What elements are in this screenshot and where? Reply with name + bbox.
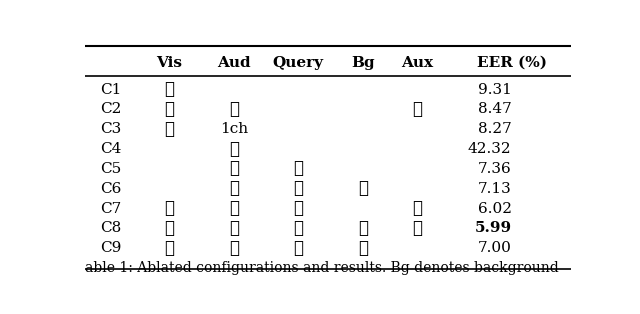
Text: C3: C3 [100,122,121,136]
Text: ✓: ✓ [228,141,239,158]
Text: 7.00: 7.00 [477,241,511,255]
Text: C6: C6 [100,182,121,196]
Text: ✓: ✓ [358,180,368,197]
Text: ✓: ✓ [412,200,422,217]
Text: ✓: ✓ [293,160,303,177]
Text: C5: C5 [100,162,121,176]
Text: ✓: ✓ [164,220,174,237]
Text: ✓: ✓ [164,81,174,98]
Text: ✓: ✓ [358,220,368,237]
Text: C7: C7 [100,202,121,216]
Text: ✓: ✓ [293,200,303,217]
Text: ✓: ✓ [228,101,239,118]
Text: Query: Query [273,56,324,70]
Text: C8: C8 [100,221,121,236]
Text: ✓: ✓ [293,220,303,237]
Text: Vis: Vis [156,56,182,70]
Text: 9.31: 9.31 [477,83,511,97]
Text: 8.47: 8.47 [478,102,511,116]
Text: Bg: Bg [351,56,374,70]
Text: 6.02: 6.02 [477,202,511,216]
Text: ✓: ✓ [164,240,174,257]
Text: 1ch: 1ch [220,122,248,136]
Text: Aux: Aux [401,56,433,70]
Text: ✓: ✓ [164,121,174,138]
Text: ✓: ✓ [228,160,239,177]
Text: ✓: ✓ [164,200,174,217]
Text: able 1: Ablated configurations and results. Bg denotes background: able 1: Ablated configurations and resul… [85,261,559,275]
Text: ✓: ✓ [412,220,422,237]
Text: EER (%): EER (%) [477,56,547,70]
Text: ✓: ✓ [228,180,239,197]
Text: Aud: Aud [217,56,251,70]
Text: ✓: ✓ [412,101,422,118]
Text: ✓: ✓ [358,240,368,257]
Text: 5.99: 5.99 [474,221,511,236]
Text: 42.32: 42.32 [468,142,511,156]
Text: C2: C2 [100,102,121,116]
Text: C1: C1 [100,83,121,97]
Text: ✓: ✓ [164,101,174,118]
Text: 7.36: 7.36 [478,162,511,176]
Text: C9: C9 [100,241,121,255]
Text: ✓: ✓ [228,240,239,257]
Text: 8.27: 8.27 [478,122,511,136]
Text: ✓: ✓ [228,220,239,237]
Text: ✓: ✓ [228,200,239,217]
Text: C4: C4 [100,142,121,156]
Text: ✓: ✓ [293,180,303,197]
Text: 7.13: 7.13 [478,182,511,196]
Text: ✓: ✓ [293,240,303,257]
